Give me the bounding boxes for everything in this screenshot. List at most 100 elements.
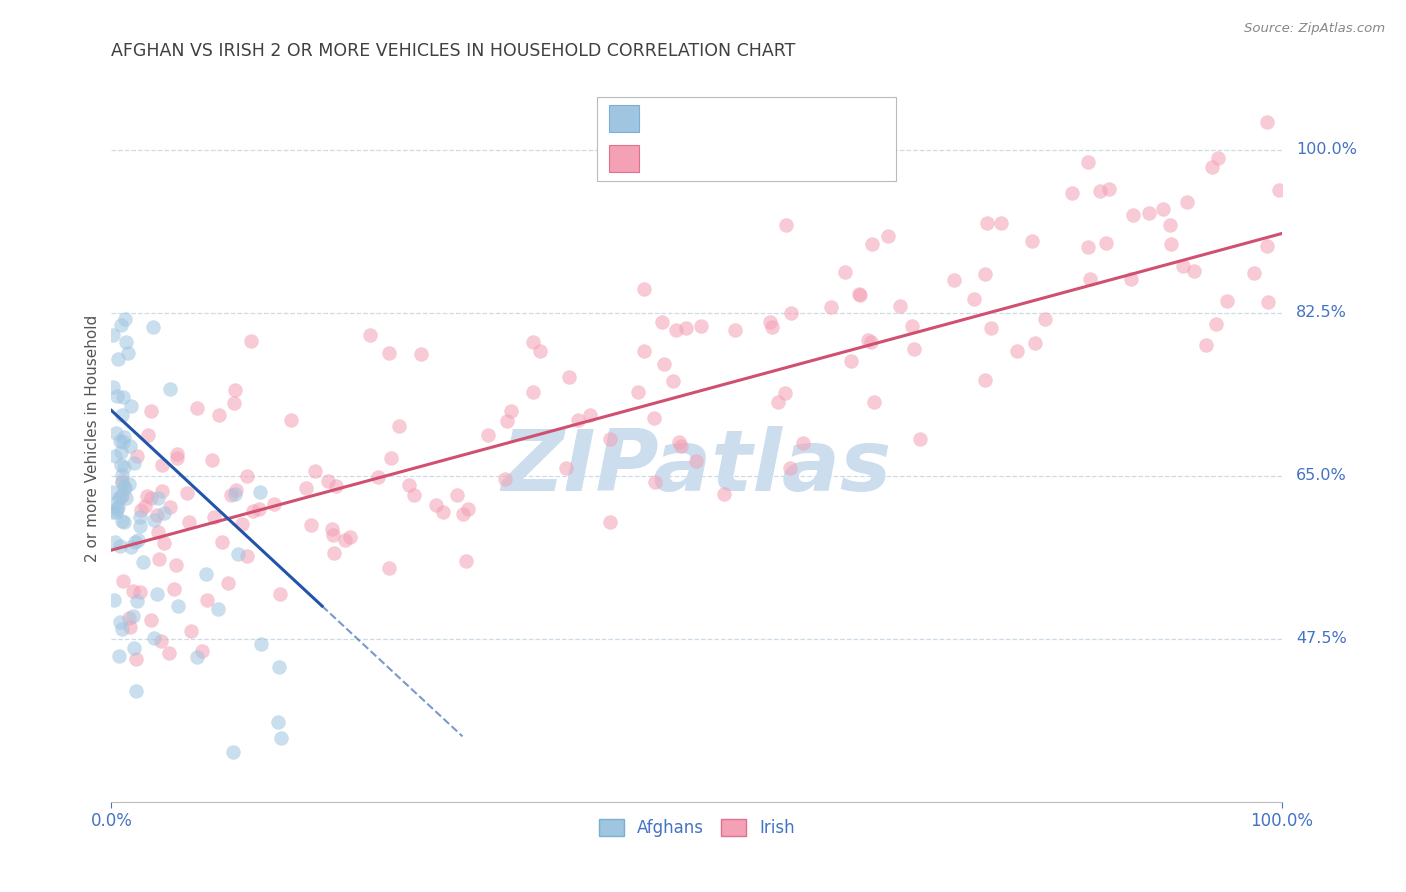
Text: Source: ZipAtlas.com: Source: ZipAtlas.com xyxy=(1244,22,1385,36)
Point xyxy=(142,320,165,334)
Point xyxy=(299,518,322,533)
Point xyxy=(910,432,932,446)
Point xyxy=(111,409,134,423)
Point xyxy=(1256,239,1278,253)
Point xyxy=(675,321,697,335)
Point xyxy=(104,450,127,464)
Point xyxy=(1152,202,1174,217)
Point xyxy=(1268,182,1291,196)
Point xyxy=(112,390,135,404)
Point xyxy=(266,715,288,730)
Point xyxy=(665,323,688,337)
Point xyxy=(146,524,169,539)
Point xyxy=(250,637,273,651)
Point xyxy=(176,485,198,500)
Point xyxy=(1021,234,1043,248)
Point xyxy=(128,585,150,599)
Point xyxy=(108,540,131,554)
Point xyxy=(120,439,142,453)
Point xyxy=(522,384,544,399)
Point xyxy=(201,452,224,467)
Point xyxy=(652,357,675,371)
Point xyxy=(633,344,655,359)
Point xyxy=(139,404,162,418)
Point xyxy=(651,315,673,329)
Point xyxy=(367,470,389,484)
Point xyxy=(599,433,621,447)
Point xyxy=(249,485,271,500)
Point xyxy=(124,535,146,549)
Point xyxy=(644,475,666,490)
Point xyxy=(1078,272,1101,286)
Point xyxy=(103,592,125,607)
Point xyxy=(567,413,589,427)
Point xyxy=(446,488,468,502)
Point xyxy=(127,450,149,464)
Point xyxy=(186,401,208,415)
Point xyxy=(132,555,155,569)
Point xyxy=(120,540,142,554)
Point xyxy=(304,464,326,478)
Point xyxy=(180,624,202,638)
Point xyxy=(225,483,247,497)
Point xyxy=(713,487,735,501)
Point xyxy=(107,500,129,515)
Point xyxy=(398,478,420,492)
Point xyxy=(477,428,499,442)
Point xyxy=(217,576,239,591)
Point xyxy=(163,582,186,596)
Point xyxy=(249,502,271,516)
Point xyxy=(152,484,174,499)
Point xyxy=(117,345,139,359)
Point xyxy=(779,460,801,475)
Point xyxy=(1195,338,1218,352)
Point xyxy=(111,622,134,636)
Point xyxy=(236,549,259,564)
Point xyxy=(195,567,218,582)
Point xyxy=(108,615,131,629)
Point xyxy=(1060,186,1083,201)
Point xyxy=(125,683,148,698)
Point xyxy=(122,456,145,470)
Point xyxy=(110,318,132,332)
Point xyxy=(105,501,128,516)
Point xyxy=(120,399,142,413)
Point xyxy=(662,374,685,388)
Point xyxy=(943,273,966,287)
Point xyxy=(231,516,253,531)
Point xyxy=(839,353,862,368)
Point xyxy=(599,515,621,529)
Point xyxy=(973,267,995,281)
Point xyxy=(1077,239,1099,253)
Point xyxy=(669,439,692,453)
Point xyxy=(146,587,169,601)
Point xyxy=(111,468,134,483)
Point xyxy=(222,745,245,759)
Point xyxy=(759,315,782,329)
Point xyxy=(153,506,176,520)
Point xyxy=(522,335,544,350)
Point xyxy=(863,395,886,409)
Point xyxy=(112,430,135,444)
Point xyxy=(685,454,707,468)
Point xyxy=(359,328,381,343)
Point xyxy=(269,587,291,601)
Point xyxy=(112,459,135,474)
Point xyxy=(321,522,343,536)
Point xyxy=(380,450,402,465)
Point xyxy=(856,333,879,347)
Point xyxy=(529,343,551,358)
Point xyxy=(108,649,131,664)
Point xyxy=(107,352,129,367)
Point xyxy=(1201,160,1223,174)
Point xyxy=(111,434,134,449)
Point xyxy=(834,265,856,279)
Point xyxy=(1122,208,1144,222)
Point xyxy=(157,646,180,660)
Point xyxy=(1171,259,1194,273)
Point xyxy=(768,395,790,409)
Point xyxy=(112,515,135,529)
Point xyxy=(1206,151,1229,165)
Text: AFGHAN VS IRISH 2 OR MORE VEHICLES IN HOUSEHOLD CORRELATION CHART: AFGHAN VS IRISH 2 OR MORE VEHICLES IN HO… xyxy=(111,42,796,60)
Point xyxy=(191,644,214,658)
